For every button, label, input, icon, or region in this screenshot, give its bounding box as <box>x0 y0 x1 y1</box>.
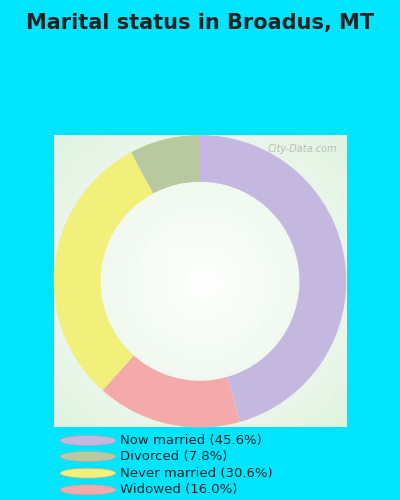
Text: Now married (45.6%): Now married (45.6%) <box>120 434 262 447</box>
Text: Never married (30.6%): Never married (30.6%) <box>120 466 273 479</box>
Wedge shape <box>200 135 346 422</box>
Text: Marital status in Broadus, MT: Marital status in Broadus, MT <box>26 12 374 32</box>
Text: Widowed (16.0%): Widowed (16.0%) <box>120 484 237 496</box>
Wedge shape <box>131 135 200 194</box>
Circle shape <box>60 468 116 478</box>
Circle shape <box>60 452 116 462</box>
Circle shape <box>60 485 116 495</box>
Wedge shape <box>102 356 240 428</box>
Text: Divorced (7.8%): Divorced (7.8%) <box>120 450 227 463</box>
Text: City-Data.com: City-Data.com <box>268 144 338 154</box>
Wedge shape <box>54 152 153 390</box>
Circle shape <box>60 436 116 446</box>
